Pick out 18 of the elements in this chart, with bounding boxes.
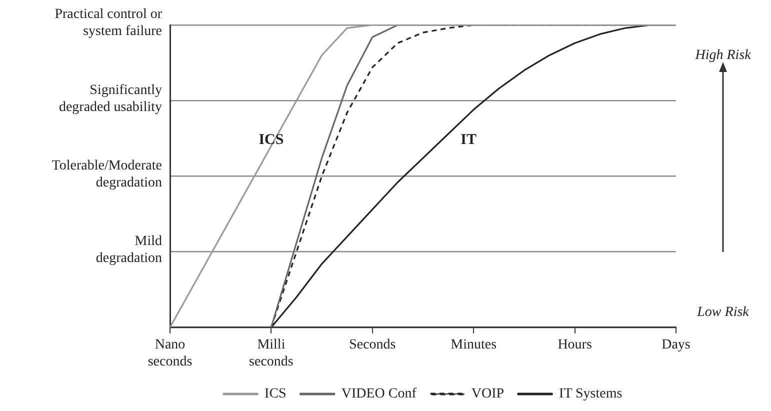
x-tick-label: Minutes — [450, 337, 497, 352]
text: Significantly degraded usability — [58, 82, 162, 115]
x-tick-label: Nano seconds — [148, 337, 192, 370]
text: Mild degradation — [96, 234, 162, 266]
x-tick-label: Milli seconds — [249, 337, 294, 370]
text: High Risk — [694, 48, 752, 63]
text: Practical control or system failure — [54, 7, 162, 40]
x-tick-label: Seconds — [349, 337, 396, 352]
annotation: IT — [460, 132, 476, 148]
annotation: ICS — [258, 132, 284, 148]
x-tick-label: Days — [662, 337, 690, 352]
text: Tolerable/Moderate degradation — [52, 158, 162, 190]
legend-label: VIDEO Conf — [341, 386, 417, 402]
legend-label: VOIP — [471, 386, 504, 402]
legend-label: IT Systems — [559, 386, 622, 402]
legend-label: ICS — [264, 386, 286, 402]
text: Low Risk — [696, 304, 750, 320]
x-tick-label: Hours — [558, 337, 592, 352]
